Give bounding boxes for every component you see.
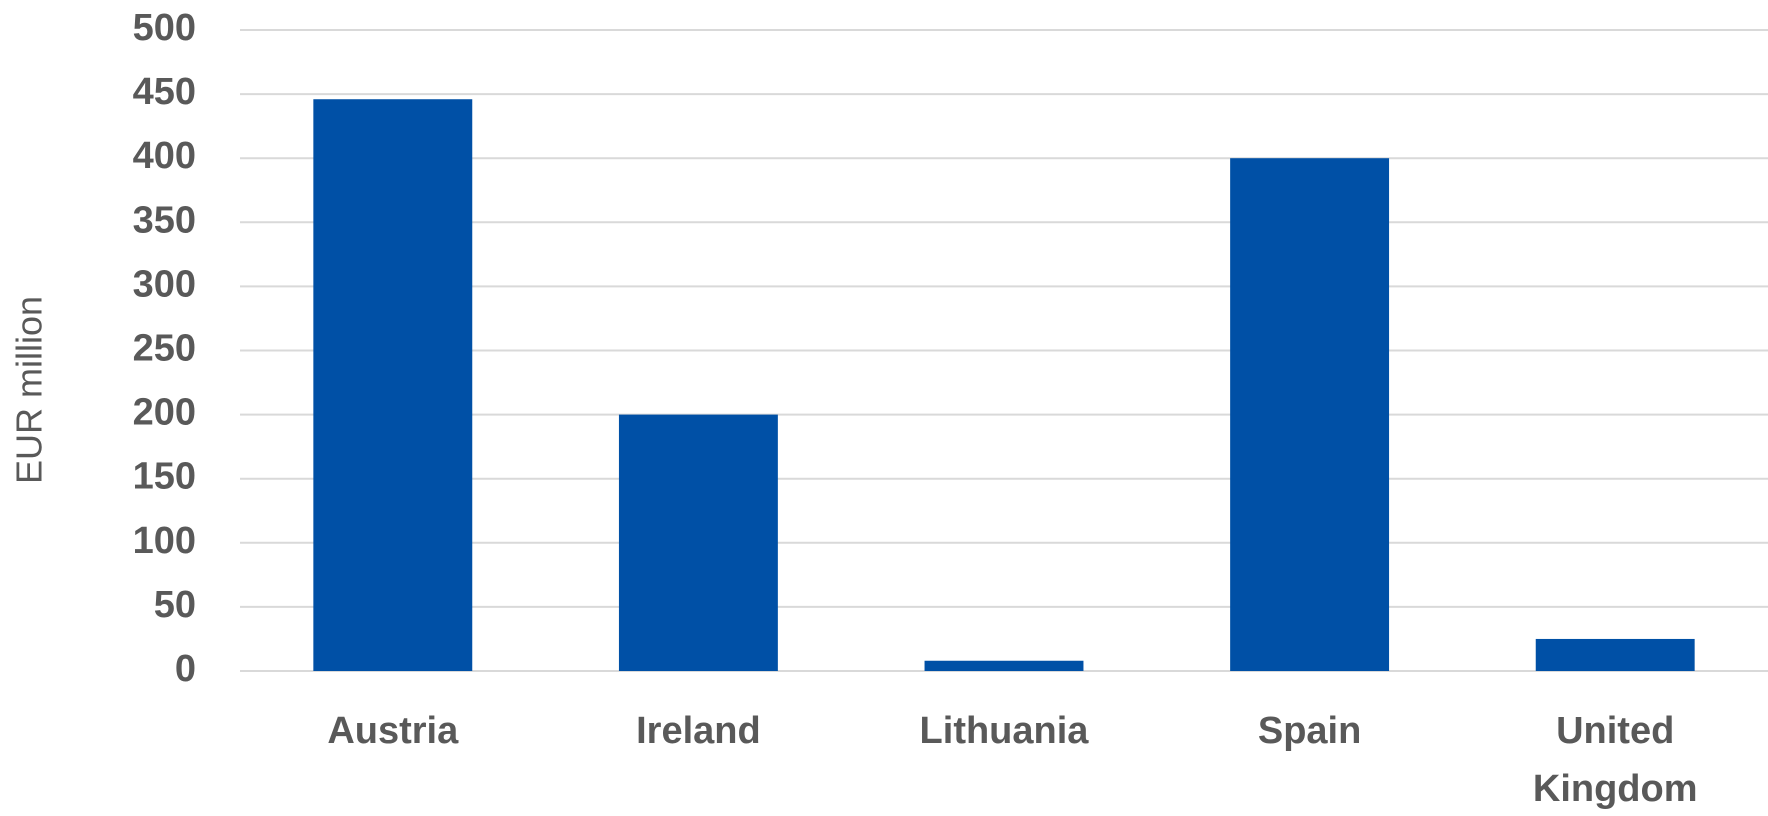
y-axis-label: EUR million xyxy=(9,296,50,484)
y-tick-label: 50 xyxy=(154,584,196,626)
bar xyxy=(313,99,473,671)
x-tick-label: Lithuania xyxy=(920,710,1090,752)
y-tick-label: 150 xyxy=(133,456,196,498)
x-tick-label: Austria xyxy=(327,710,459,752)
y-tick-label: 500 xyxy=(133,7,196,49)
bar xyxy=(924,660,1084,671)
y-tick-label: 100 xyxy=(133,520,196,562)
y-tick-label: 400 xyxy=(133,135,196,177)
y-tick-label: 250 xyxy=(133,328,196,370)
y-tick-label: 350 xyxy=(133,199,196,241)
y-tick-label: 0 xyxy=(175,648,196,690)
x-tick-label: United Kingdom xyxy=(1533,710,1698,810)
bar xyxy=(1535,638,1695,671)
bar xyxy=(1230,158,1390,671)
y-tick-label: 450 xyxy=(133,71,196,113)
y-tick-label: 300 xyxy=(133,263,196,305)
bar xyxy=(618,414,778,671)
x-tick-label: Ireland xyxy=(636,710,761,752)
y-tick-label: 200 xyxy=(133,392,196,434)
x-tick-label: Spain xyxy=(1258,710,1361,752)
